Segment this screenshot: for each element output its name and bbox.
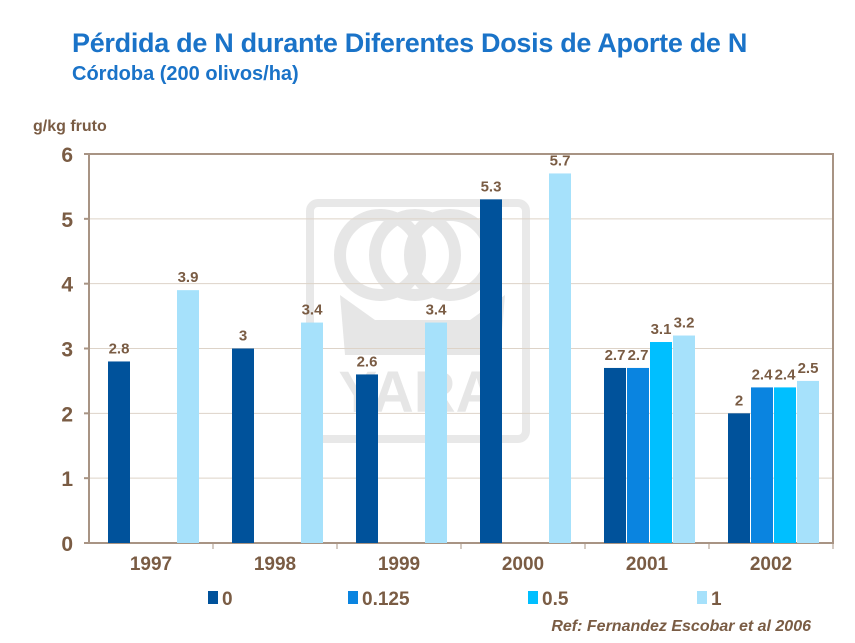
bar-1999-series-0 xyxy=(356,374,378,543)
x-tick-label: 1999 xyxy=(378,554,420,575)
data-label: 2.7 xyxy=(605,347,626,364)
data-label: 5.3 xyxy=(481,178,502,195)
data-label: 3 xyxy=(239,328,247,345)
bar-2001-series-0.125 xyxy=(627,367,649,543)
page-title: Pérdida de N durante Diferentes Dosis de… xyxy=(72,28,748,58)
bar-2002-series-0 xyxy=(728,413,750,543)
bar-2002-series-0.5 xyxy=(774,387,796,543)
legend-label: 0 xyxy=(222,589,233,610)
data-label: 2.8 xyxy=(109,340,130,357)
data-label: 2.4 xyxy=(775,366,797,383)
x-tick-label: 1997 xyxy=(130,554,172,575)
data-label: 2.6 xyxy=(357,353,378,370)
bar-2000-series-0 xyxy=(480,199,502,543)
legend-swatch-1 xyxy=(697,591,707,604)
y-tick-label: 1 xyxy=(61,468,73,491)
bar-1998-series-0 xyxy=(232,348,254,543)
x-tick-label: 2000 xyxy=(502,554,544,575)
data-label: 3.9 xyxy=(178,269,199,286)
legend-swatch-0.5 xyxy=(528,591,538,604)
legend-swatch-0 xyxy=(208,591,218,604)
data-label: 2.5 xyxy=(798,360,819,377)
x-tick-label: 2002 xyxy=(750,554,792,575)
y-tick-label: 3 xyxy=(61,339,73,362)
bar-1998-series-1 xyxy=(301,322,323,543)
data-label: 3.2 xyxy=(674,315,695,332)
y-tick-label: 6 xyxy=(61,144,73,167)
bar-1999-series-1 xyxy=(425,322,447,543)
legend-swatch-0.125 xyxy=(348,591,358,604)
data-label: 2.7 xyxy=(628,347,649,364)
legend-label: 1 xyxy=(711,589,722,610)
bar-1997-series-1 xyxy=(177,290,199,543)
y-axis-label: g/kg fruto xyxy=(33,118,107,135)
data-label: 5.7 xyxy=(550,152,571,169)
bar-2001-series-0 xyxy=(604,367,626,543)
data-label: 2 xyxy=(735,392,743,409)
legend-label: 0.125 xyxy=(362,589,410,610)
y-tick-label: 2 xyxy=(61,403,73,426)
bar-1997-series-0 xyxy=(108,361,130,543)
x-tick-label: 1998 xyxy=(254,554,296,575)
data-label: 3.4 xyxy=(302,302,324,319)
data-label: 3.4 xyxy=(426,302,448,319)
bar-2001-series-1 xyxy=(673,335,695,543)
legend-label: 0.5 xyxy=(542,589,569,610)
bar-2001-series-0.5 xyxy=(650,342,672,543)
y-tick-label: 5 xyxy=(61,209,73,232)
data-label: 3.1 xyxy=(651,321,672,338)
bar-2002-series-0.125 xyxy=(751,387,773,543)
y-tick-label: 4 xyxy=(61,274,73,297)
bar-2002-series-1 xyxy=(797,380,819,543)
reference-note: Ref: Fernandez Escobar et al 2006 xyxy=(551,618,811,635)
bar-2000-series-1 xyxy=(549,173,571,543)
yara-logo-watermark: YARA xyxy=(306,199,530,443)
page-subtitle: Córdoba (200 olivos/ha) xyxy=(72,63,299,85)
y-tick-label: 0 xyxy=(61,533,73,556)
data-label: 2.4 xyxy=(752,366,774,383)
x-tick-label: 2001 xyxy=(626,554,669,575)
